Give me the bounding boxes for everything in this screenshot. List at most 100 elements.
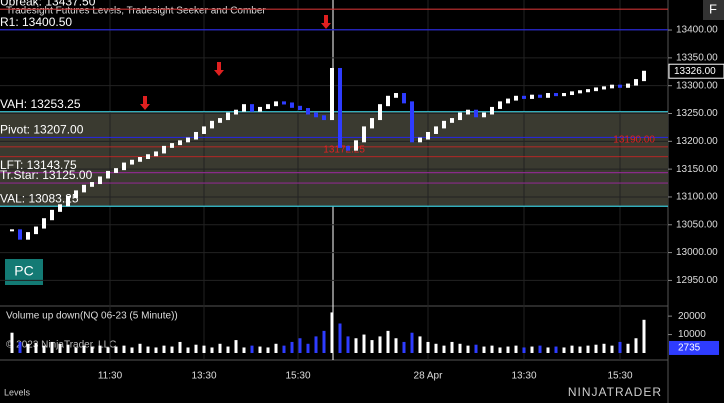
volume-bar [410, 332, 414, 353]
x-tick-label: 28 Apr [414, 371, 444, 382]
volume-bar [226, 346, 230, 353]
candle [458, 112, 462, 121]
level-label: R1: 13400.50 [0, 15, 72, 29]
annotation-label: 13190.00 [613, 135, 655, 146]
volume-bar [170, 346, 174, 353]
candle [186, 137, 190, 143]
volume-bar [314, 336, 318, 353]
candle [394, 93, 398, 98]
volume-bar [546, 347, 550, 353]
candle [282, 101, 286, 105]
volume-bar [66, 344, 70, 353]
volume-bar [474, 344, 478, 353]
last-volume-label: 2735 [678, 343, 701, 354]
candle [98, 176, 102, 185]
volume-bar [466, 345, 470, 353]
candle [130, 159, 134, 165]
volume-bar [330, 312, 334, 353]
candle [178, 140, 182, 146]
candle [82, 184, 86, 193]
brand: NINJATRADER [568, 385, 662, 399]
candle [290, 102, 294, 108]
candle [106, 170, 110, 179]
candle [554, 93, 558, 97]
candle [122, 162, 126, 171]
candle [378, 104, 382, 121]
candle [34, 226, 38, 235]
candle [234, 109, 238, 115]
volume-bar [106, 347, 110, 353]
candle [218, 118, 222, 123]
candle [434, 126, 438, 134]
candle [226, 112, 230, 121]
level-label: VAH: 13253.25 [0, 97, 81, 111]
volume-bar [186, 347, 190, 353]
volume-bar [362, 334, 366, 353]
candle [562, 93, 566, 97]
candle [546, 93, 550, 98]
candle [578, 90, 582, 94]
volume-bar [554, 346, 558, 353]
volume-bar [514, 345, 518, 353]
y-tick-label: 13100.00 [676, 192, 718, 203]
y-tick-label: 13300.00 [676, 80, 718, 91]
candle [74, 190, 78, 198]
y-tick-label: 13050.00 [676, 219, 718, 230]
f-button-label[interactable]: F [709, 1, 717, 16]
volume-bar [346, 336, 350, 353]
y-tick-label: 13350.00 [676, 53, 718, 64]
volume-bar [218, 343, 222, 353]
volume-bar [498, 347, 502, 353]
volume-bar [386, 330, 390, 353]
candle [442, 120, 446, 129]
volume-bar [642, 319, 646, 353]
candle [314, 112, 318, 118]
chart-title: Tradesight Futures Levels, Tradesight Se… [6, 6, 266, 17]
volume-bar [370, 340, 374, 353]
pc-button-label[interactable]: PC [14, 263, 33, 279]
candle [634, 79, 638, 86]
volume-bar [210, 347, 214, 353]
candle [154, 151, 158, 157]
x-tick-label: 11:30 [98, 371, 123, 382]
candle [602, 86, 606, 90]
volume-bar [522, 347, 526, 353]
y-tick-label: 13150.00 [676, 164, 718, 175]
candle [58, 204, 62, 212]
candle [618, 84, 622, 88]
candle [306, 108, 310, 115]
volume-bar [458, 343, 462, 353]
y-tick-label: 13000.00 [676, 247, 718, 258]
candle [42, 218, 46, 229]
y-tick-label: 20000 [678, 311, 706, 322]
volume-bar [34, 342, 38, 353]
volume-bar [394, 338, 398, 353]
volume-bar [434, 343, 438, 353]
volume-bar [258, 346, 262, 353]
volume-bar [338, 323, 342, 353]
x-tick-label: 13:30 [511, 371, 536, 382]
volume-bar [354, 338, 358, 353]
volume-bar [234, 340, 238, 353]
candle [146, 154, 150, 160]
volume-bar [26, 343, 30, 353]
volume-bar [138, 343, 142, 353]
volume-bar [114, 346, 118, 353]
volume-bar [610, 345, 614, 353]
volume-bar [18, 341, 22, 353]
candle [594, 87, 598, 92]
volume-bar [602, 343, 606, 353]
candle [362, 126, 366, 143]
volume-bar [290, 341, 294, 353]
volume-bar [266, 347, 270, 353]
volume-bar [298, 338, 302, 353]
tab-label: Levels [4, 387, 31, 397]
candle [490, 106, 494, 115]
candle [90, 182, 94, 187]
f-button[interactable] [703, 0, 724, 20]
volume-bar [618, 341, 622, 353]
y-tick-label: 13400.00 [676, 25, 718, 36]
level-label: Ubreak: 13437.50 [0, 0, 96, 8]
